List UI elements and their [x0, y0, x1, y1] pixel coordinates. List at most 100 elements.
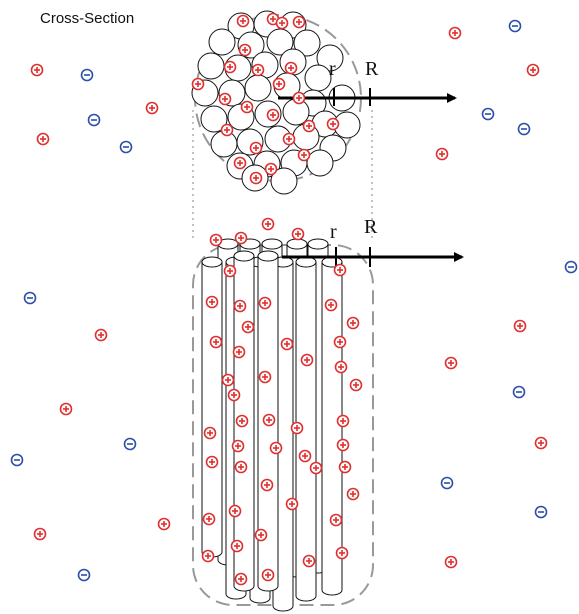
positive-ion	[336, 414, 350, 428]
positive-ion	[249, 171, 263, 185]
positive-ion	[238, 43, 252, 57]
positive-ion	[203, 426, 217, 440]
positive-ion	[292, 15, 306, 29]
fiber-cross-section	[304, 64, 332, 92]
positive-ion	[297, 148, 311, 162]
positive-ion	[300, 353, 314, 367]
positive-ion	[209, 335, 223, 349]
positive-ion	[94, 328, 108, 342]
positive-ion	[36, 132, 50, 146]
negative-ion	[80, 68, 94, 82]
positive-ion	[234, 572, 248, 586]
positive-ion	[338, 460, 352, 474]
positive-ion	[272, 77, 286, 91]
positive-ion	[260, 478, 274, 492]
positive-ion	[233, 156, 247, 170]
negative-ion	[119, 140, 133, 154]
positive-ion	[249, 141, 263, 155]
positive-ion	[526, 63, 540, 77]
positive-ion	[209, 233, 223, 247]
positive-ion	[145, 101, 159, 115]
positive-ion	[513, 319, 527, 333]
positive-ion	[262, 413, 276, 427]
positive-ion	[326, 117, 340, 131]
positive-ion	[191, 77, 205, 91]
positive-ion	[30, 63, 44, 77]
positive-ion	[275, 16, 289, 30]
positive-ion	[202, 512, 216, 526]
positive-ion	[261, 217, 275, 231]
positive-ion	[157, 517, 171, 531]
positive-ion	[335, 546, 349, 560]
cross-section-title: Cross-Section	[40, 10, 135, 27]
negative-ion	[10, 453, 24, 467]
fiber-cross-section	[293, 29, 321, 57]
positive-ion	[435, 147, 449, 161]
label-R-top: R	[365, 58, 379, 80]
positive-ion	[444, 555, 458, 569]
positive-ion	[234, 231, 248, 245]
positive-ion	[221, 373, 235, 387]
negative-ion	[534, 505, 548, 519]
positive-ion	[231, 439, 245, 453]
positive-ion	[285, 497, 299, 511]
fiber-cross-section	[208, 28, 236, 56]
positive-ion	[349, 378, 363, 392]
positive-ion	[33, 527, 47, 541]
guide-lines	[192, 110, 373, 240]
negative-ion	[77, 568, 91, 582]
negative-ion	[508, 19, 522, 33]
positive-ion	[448, 26, 462, 40]
positive-ion	[218, 92, 232, 106]
negative-ion	[87, 113, 101, 127]
positive-ion	[302, 554, 316, 568]
negative-ion	[564, 260, 578, 274]
radius-bottom: r R	[282, 216, 464, 267]
ions	[10, 12, 578, 586]
positive-ion	[233, 299, 247, 313]
positive-ion	[534, 436, 548, 450]
positive-ion	[240, 100, 254, 114]
positive-ion	[223, 264, 237, 278]
fiber-cross-section	[197, 52, 225, 80]
fiber-cross-section	[270, 167, 298, 195]
label-r-bottom: r	[330, 221, 337, 243]
positive-ion	[269, 441, 283, 455]
label-r-top: r	[329, 58, 336, 80]
fiber-cross-section	[200, 105, 228, 133]
positive-ion	[258, 296, 272, 310]
negative-ion	[512, 385, 526, 399]
positive-ion	[223, 60, 237, 74]
positive-ion	[292, 91, 306, 105]
fiber-cross-section	[244, 74, 272, 102]
positive-ion	[290, 421, 304, 435]
fiber-cross-section	[266, 28, 294, 56]
negative-ion	[440, 476, 454, 490]
positive-ion	[333, 335, 347, 349]
positive-ion	[227, 388, 241, 402]
positive-ion	[251, 63, 265, 77]
positive-ion	[334, 360, 348, 374]
positive-ion	[205, 295, 219, 309]
positive-ion	[280, 337, 294, 351]
positive-ion	[261, 568, 275, 582]
positive-ion	[220, 123, 234, 137]
positive-ion	[201, 549, 215, 563]
positive-ion	[298, 449, 312, 463]
positive-ion	[266, 108, 280, 122]
positive-ion	[346, 487, 360, 501]
positive-ion	[258, 370, 272, 384]
positive-ion	[228, 504, 242, 518]
positive-ion	[232, 345, 246, 359]
positive-ion	[324, 298, 338, 312]
negative-ion	[23, 291, 37, 305]
positive-ion	[205, 455, 219, 469]
positive-ion	[329, 513, 343, 527]
positive-ion	[236, 14, 250, 28]
negative-ion	[123, 437, 137, 451]
positive-ion	[302, 119, 316, 133]
negative-ion	[481, 107, 495, 121]
positive-ion	[333, 263, 347, 277]
positive-ion	[346, 316, 360, 330]
positive-ion	[282, 132, 296, 146]
